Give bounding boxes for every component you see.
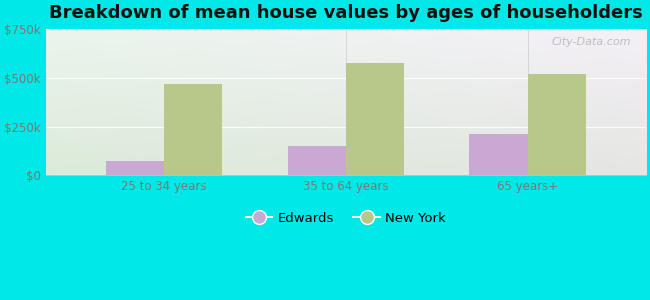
Title: Breakdown of mean house values by ages of householders: Breakdown of mean house values by ages o… [49, 4, 643, 22]
Text: City-Data.com: City-Data.com [551, 37, 631, 46]
Legend: Edwards, New York: Edwards, New York [240, 207, 451, 230]
Bar [346, 63, 404, 176]
Bar [106, 161, 164, 176]
Bar [528, 74, 586, 176]
Bar [469, 134, 528, 176]
Bar [287, 146, 346, 176]
Bar [164, 84, 222, 176]
